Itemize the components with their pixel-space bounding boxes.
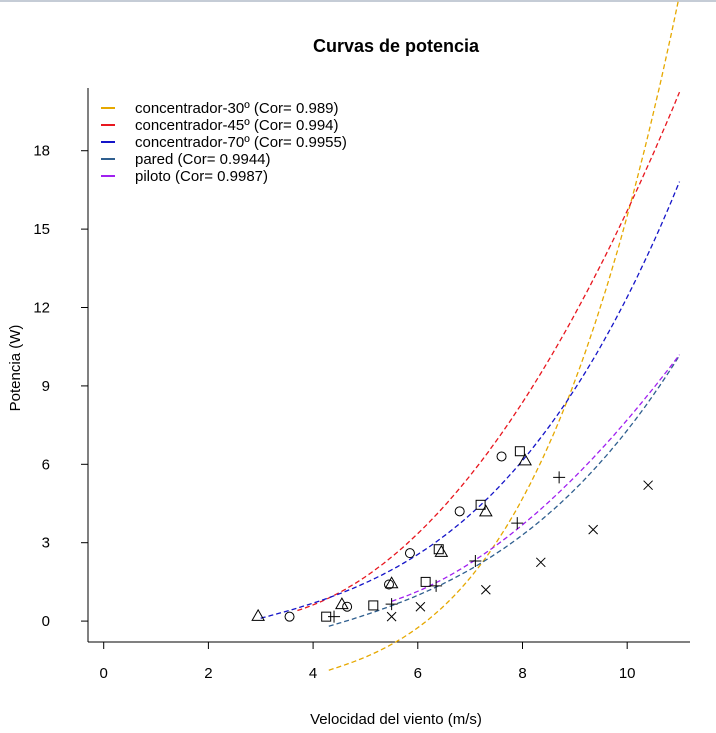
triangle-marker [251,608,265,621]
cross-marker [415,601,426,612]
y-tick-label: 12 [33,300,50,317]
x-tick-label: 10 [619,665,636,682]
legend-label-4: piloto (Cor= 0.9987) [135,168,268,185]
circle-marker [454,506,465,517]
plus-marker [430,579,443,592]
fit-curve-1 [297,91,681,612]
x-tick-label: 2 [204,665,212,682]
x-axis-label: Velocidad del viento (m/s) [310,711,482,728]
cross-marker [588,524,599,535]
y-axis: 0 3 6 9 12 15 18 [33,143,88,630]
legend-label-0: concentrador-30º (Cor= 0.989) [135,100,339,117]
chart-title: Curvas de potencia [313,36,480,56]
fit-curve-3 [328,354,681,627]
square-marker [368,600,379,611]
x-tick-label: 0 [100,665,108,682]
circle-marker [404,548,415,559]
window-top-border [0,0,716,2]
triangle-marker [518,453,532,466]
legend-label-3: pared (Cor= 0.9944) [135,151,271,168]
plus-marker [511,517,524,530]
x-tick-label: 8 [518,665,526,682]
legend-label-2: concentrador-70º (Cor= 0.9955) [135,134,347,151]
cross-marker [386,611,397,622]
fit-curve-2 [260,181,681,619]
triangle-marker [384,576,399,589]
fit-curve-4 [391,354,681,602]
circle-marker [496,451,507,462]
y-tick-label: 3 [42,535,50,552]
triangle-marker [478,504,493,517]
plus-marker [553,471,566,484]
x-tick-label: 6 [414,665,422,682]
plus-marker [385,598,398,611]
cross-marker [535,557,546,568]
square-marker [420,576,431,587]
cross-marker [643,480,653,491]
fit-curves [260,0,681,671]
y-tick-label: 9 [42,378,50,395]
fit-curve-0 [328,0,680,671]
x-axis: 0 2 4 6 8 10 [100,642,636,682]
triangle-marker [434,544,449,557]
data-points [251,446,653,623]
y-tick-label: 0 [42,613,50,630]
triangle-marker [335,597,349,610]
y-tick-label: 6 [42,456,50,473]
y-tick-label: 15 [33,221,50,238]
plus-marker [328,610,341,623]
circle-marker [342,601,353,612]
circle-marker [384,579,394,590]
square-marker [514,446,525,457]
square-marker [475,499,486,510]
y-tick-label: 18 [33,143,50,160]
circle-marker [284,611,295,622]
x-tick-label: 4 [309,665,317,682]
y-axis-label: Potencia (W) [7,325,24,412]
cross-marker [480,584,491,595]
legend-label-1: concentrador-45º (Cor= 0.994) [135,117,339,134]
legend: concentrador-30º (Cor= 0.989)concentrado… [101,100,347,185]
plus-marker [469,554,482,567]
plot-area [87,88,690,643]
